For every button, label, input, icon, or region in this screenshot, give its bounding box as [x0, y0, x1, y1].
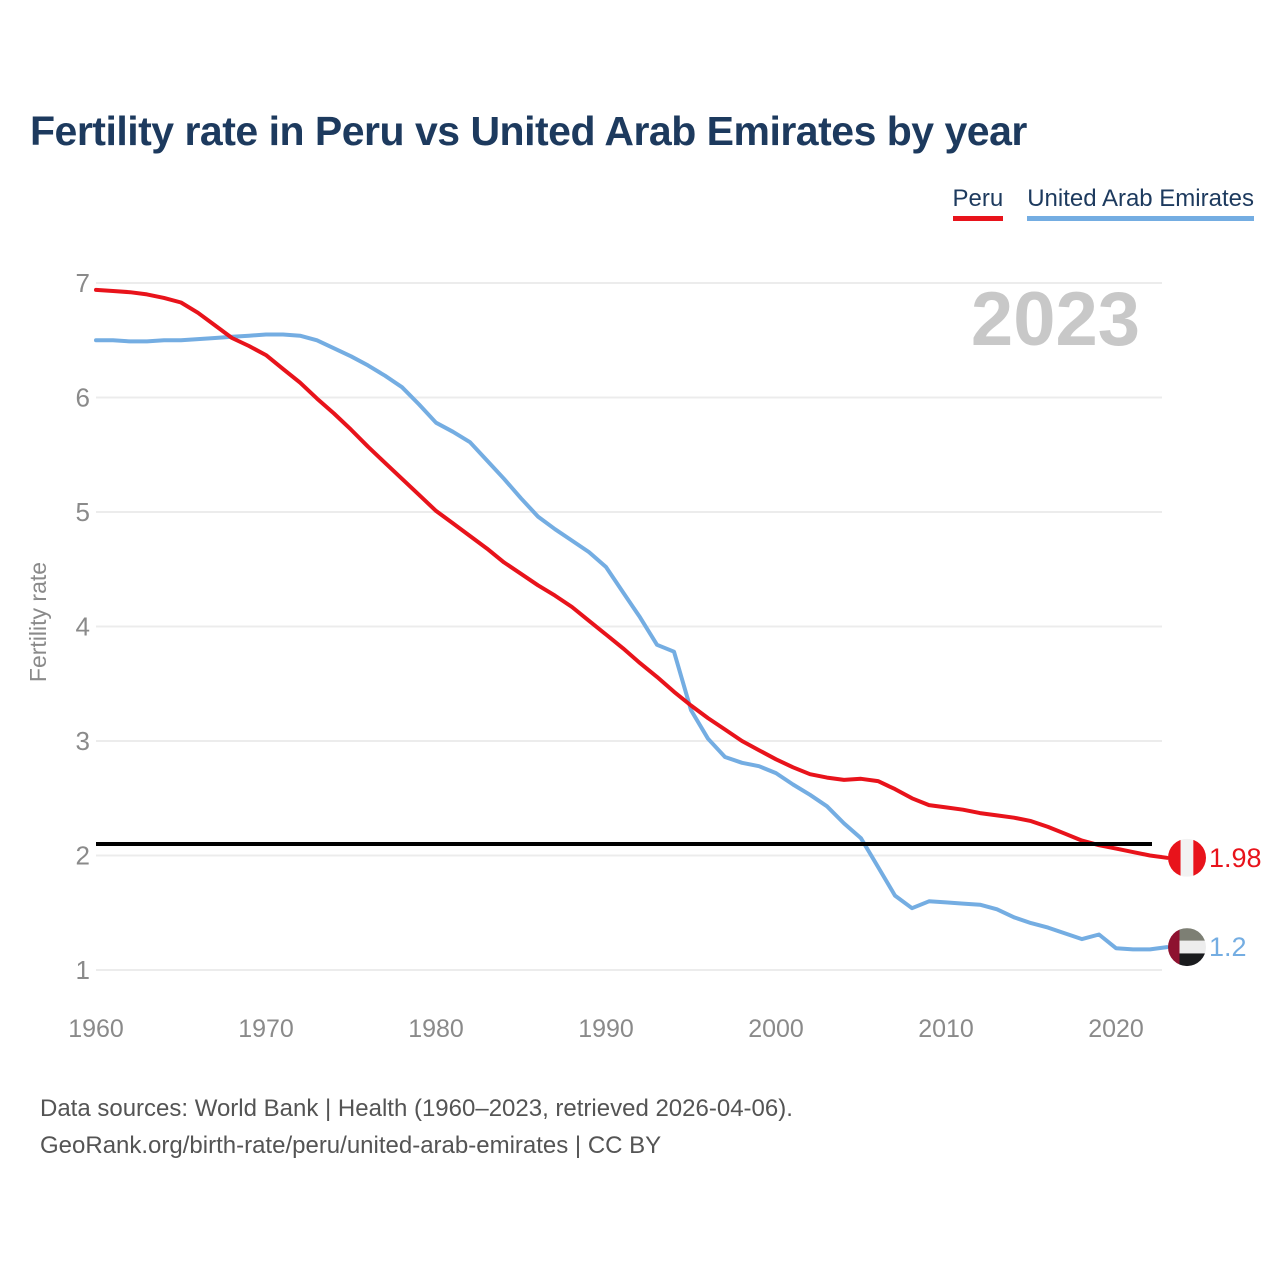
y-tick-label-5: 5 — [76, 497, 90, 527]
x-tick-label-2000: 2000 — [748, 1015, 804, 1043]
y-tick-label-3: 3 — [76, 726, 90, 756]
x-tick-label-1980: 1980 — [408, 1015, 464, 1043]
y-tick-label-4: 4 — [76, 612, 90, 642]
y-axis-label: Fertility rate — [25, 562, 51, 682]
uae-flag-icon — [1168, 928, 1206, 967]
series-line-uae[interactable] — [94, 332, 1169, 952]
footer-sources: Data sources: World Bank | Health (1960–… — [40, 1095, 793, 1122]
end-value-peru: 1.98 — [1209, 843, 1262, 873]
x-tick-label-2010: 2010 — [918, 1015, 974, 1043]
footer: Data sources: World Bank | Health (1960–… — [40, 1090, 793, 1164]
peru-flag-icon — [1168, 838, 1206, 877]
page-title: Fertility rate in Peru vs United Arab Em… — [30, 108, 1027, 154]
x-tick-label-1990: 1990 — [578, 1015, 634, 1043]
end-value-uae: 1.2 — [1209, 932, 1247, 962]
y-tick-label-6: 6 — [76, 383, 90, 413]
legend: Peru United Arab Emirates — [952, 185, 1254, 221]
x-tick-label-1960: 1960 — [68, 1015, 124, 1043]
x-tick-label-1970: 1970 — [238, 1015, 294, 1043]
x-tick-label-2020: 2020 — [1088, 1015, 1144, 1043]
y-tick-label-2: 2 — [76, 841, 90, 871]
watermark-year: 2023 — [971, 277, 1140, 362]
series-line-peru[interactable] — [94, 287, 1169, 860]
y-tick-label-1: 1 — [76, 955, 90, 985]
y-tick-label-7: 7 — [76, 268, 90, 298]
legend-item-uae[interactable]: United Arab Emirates — [1027, 185, 1254, 221]
legend-item-peru[interactable]: Peru — [952, 185, 1004, 221]
footer-attribution: GeoRank.org/birth-rate/peru/united-arab-… — [40, 1132, 662, 1159]
